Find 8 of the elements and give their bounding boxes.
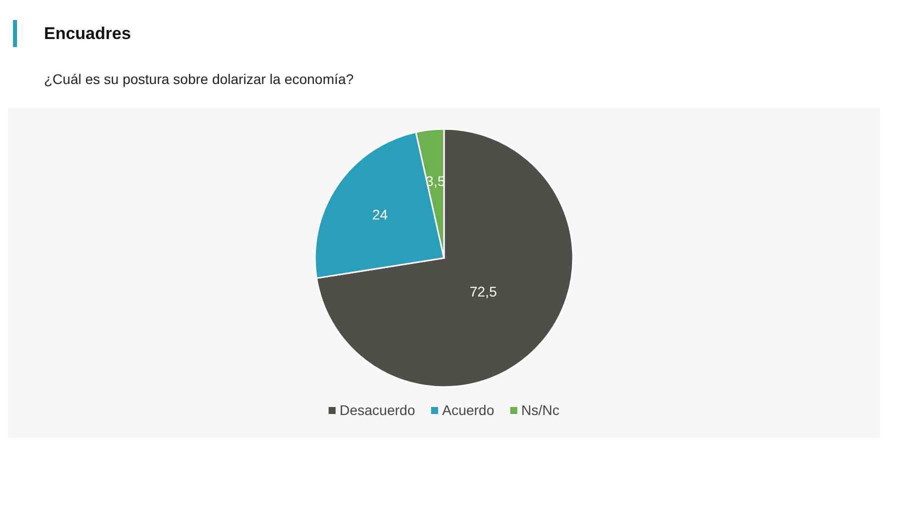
text: Encuadres	[44, 24, 131, 43]
data-label: 24	[372, 206, 388, 222]
legend-label: Desacuerdo	[340, 402, 416, 418]
legend-label: Ns/Nc	[521, 402, 560, 418]
legend-label: Acuerdo	[442, 402, 494, 418]
pie-slice	[316, 128, 574, 388]
data-label: 72,5	[470, 284, 498, 300]
text: ¿Cuál es su postura sobre dolarizar la economía?	[44, 71, 354, 87]
